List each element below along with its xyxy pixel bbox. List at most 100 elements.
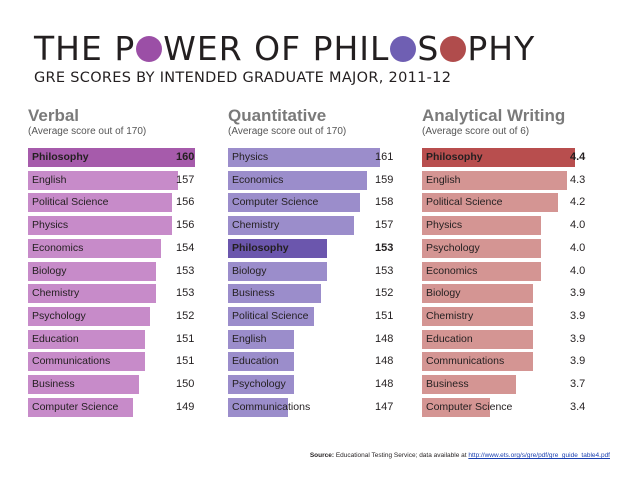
bar-label: Economics <box>32 241 84 254</box>
bar <box>228 375 295 394</box>
bar <box>422 216 541 236</box>
bar-row: Computer Science 149 <box>28 397 200 417</box>
chart-title: THE P WER OF PHIL S PHY <box>34 30 535 68</box>
bar <box>422 397 490 417</box>
bar-label: Communications <box>232 400 311 413</box>
bar <box>28 397 134 417</box>
bar-row: Political Science 156 <box>28 193 200 213</box>
panel-subtitle: (Average score out of 170) <box>28 126 147 137</box>
bar <box>422 170 567 190</box>
bar-label: Psychology <box>232 378 286 390</box>
bar-row: Psychology 148 <box>228 375 400 394</box>
source-label: Source: <box>309 452 335 459</box>
bar-label: Computer Science <box>232 196 319 209</box>
bar-label: Business <box>232 287 275 300</box>
bar-label: Education <box>426 332 473 345</box>
source-link[interactable]: http://www.ets.org/s/gre/pdf/gre_guide_t… <box>468 452 610 459</box>
bar-label: Chemistry <box>32 287 80 300</box>
source-note: Source: Educational Testing Service; dat… <box>310 452 610 459</box>
bar-row: Chemistry 157 <box>228 216 400 236</box>
bar-value: 3.9 <box>570 332 586 345</box>
bar <box>228 261 328 281</box>
title-part-4: PHY <box>467 29 536 68</box>
bar-value: 151 <box>176 332 195 345</box>
bar <box>28 216 173 236</box>
bar-label: Communications <box>426 355 505 368</box>
bar-row: Political Science 151 <box>228 306 400 326</box>
bar-value: 148 <box>375 355 394 368</box>
bar <box>422 375 516 394</box>
bar <box>28 375 139 394</box>
bar-label: Philosophy <box>232 241 289 254</box>
bar <box>28 193 173 213</box>
quantitative-panel: Quantitative (Average score out of 170) … <box>228 106 393 420</box>
bar <box>422 329 533 349</box>
bar-row: Philosophy 153 <box>228 238 400 258</box>
bar <box>228 306 314 326</box>
bar-row: Psychology 152 <box>28 306 200 326</box>
bar-row: Communications 147 <box>228 397 400 417</box>
bar-row: Business 150 <box>28 375 200 394</box>
bar <box>422 193 558 213</box>
title-circle-red <box>440 36 467 62</box>
bar-label: Chemistry <box>426 309 474 322</box>
bar-label: Economics <box>232 173 284 186</box>
bar-value: 150 <box>176 378 195 390</box>
bar <box>422 261 541 281</box>
bar-value: 4.4 <box>570 151 586 163</box>
bar <box>228 397 288 417</box>
bar-value: 157 <box>375 219 394 232</box>
bar <box>28 284 156 304</box>
bar-label: Business <box>32 378 75 390</box>
bar-label: Psychology <box>426 241 480 254</box>
bar-label: Philosophy <box>32 151 89 163</box>
bar <box>228 238 328 258</box>
bar <box>228 170 367 190</box>
bar-value: 159 <box>375 173 394 186</box>
bar-label: English <box>426 173 461 186</box>
bar-label: Psychology <box>32 309 86 322</box>
analytical-writing-bars: Philosophy 4.4 English 4.3 Political Science… <box>422 148 585 420</box>
bar-value: 161 <box>375 151 394 163</box>
bar-label: English <box>32 173 67 186</box>
bar-value: 156 <box>176 196 195 209</box>
bar <box>28 261 156 281</box>
verbal-panel: Verbal (Average score out of 170) Philos… <box>28 106 195 420</box>
bar-row: Education 151 <box>28 329 200 349</box>
bar-row: Chemistry 3.9 <box>422 306 592 326</box>
bar <box>422 352 533 372</box>
bar-row: Economics 159 <box>228 170 400 190</box>
bar-value: 3.4 <box>570 400 586 413</box>
bar-value: 4.0 <box>570 264 586 277</box>
bar-value: 160 <box>176 151 195 163</box>
bar-label: Political Science <box>32 196 109 209</box>
bar-value: 4.3 <box>570 173 586 186</box>
bar-label: Political Science <box>426 196 503 209</box>
bar-row: Business 152 <box>228 284 400 304</box>
bar-label: Chemistry <box>232 219 280 232</box>
bar-value: 147 <box>375 400 394 413</box>
bar-value: 149 <box>176 400 195 413</box>
bar <box>228 148 381 167</box>
bar <box>28 329 145 349</box>
bar <box>228 329 295 349</box>
panel-title: Analytical Writing <box>422 106 566 125</box>
title-circle-purple <box>136 36 163 62</box>
bar <box>228 284 321 304</box>
bar <box>28 238 162 258</box>
bar-label: Education <box>232 355 279 368</box>
bar-value: 153 <box>375 241 394 254</box>
bar-value: 158 <box>375 196 394 209</box>
bar-row: English 4.3 <box>422 170 592 190</box>
analytical-writing-panel: Analytical Writing (Average score out of… <box>422 106 585 420</box>
bar-value: 3.9 <box>570 309 586 322</box>
bar-row: English 148 <box>228 329 400 349</box>
bar-row: Education 3.9 <box>422 329 592 349</box>
bar-value: 154 <box>176 241 195 254</box>
title-part-1: THE P <box>34 29 136 68</box>
bar-row: Communications 151 <box>28 352 200 372</box>
bar-row: Computer Science 158 <box>228 193 400 213</box>
bar <box>228 216 354 236</box>
bar <box>228 352 295 372</box>
bar-label: Computer Science <box>32 400 119 413</box>
